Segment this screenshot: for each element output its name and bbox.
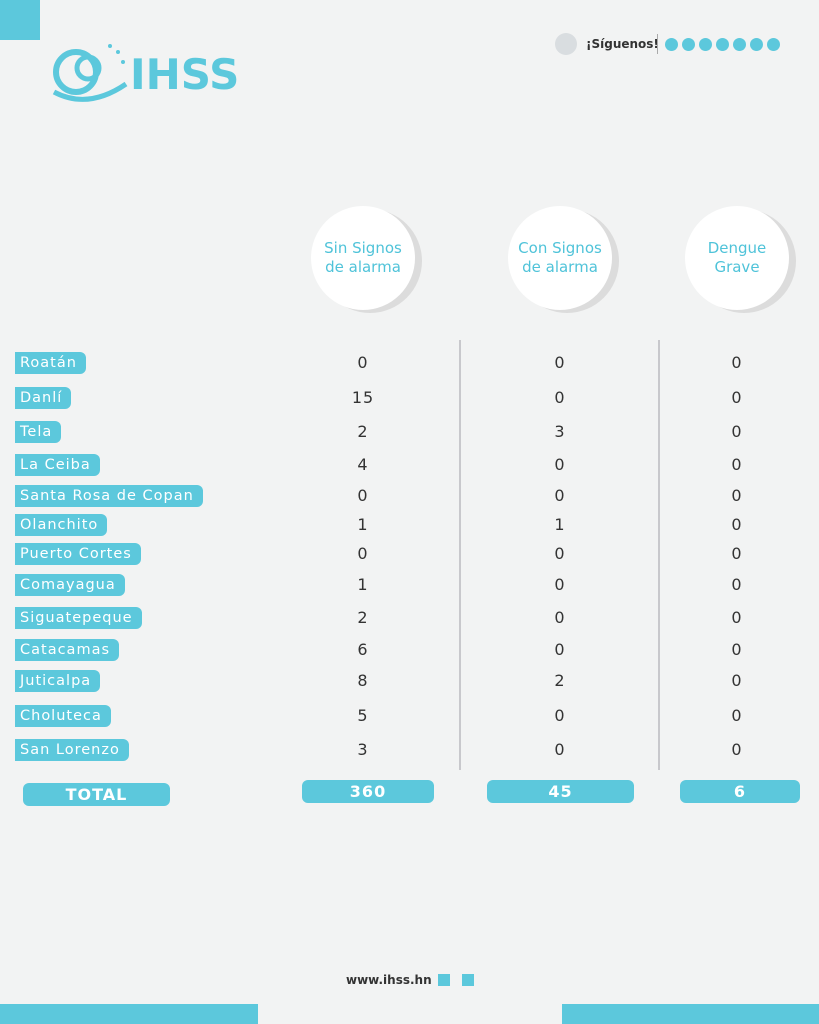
row-label: Catacamas — [15, 639, 120, 661]
cell-value: 15 — [351, 388, 375, 407]
cell-value: 0 — [731, 353, 743, 372]
cell-value: 0 — [731, 515, 743, 534]
corner-block — [0, 0, 40, 40]
cell-value: 0 — [731, 575, 743, 594]
cell-value: 0 — [731, 544, 743, 563]
divider — [657, 34, 658, 54]
row-label: Santa Rosa de Copan — [15, 485, 203, 507]
total-value: 6 — [680, 780, 800, 803]
row-label: Siguatepeque — [15, 607, 142, 629]
cell-value: 0 — [554, 455, 566, 474]
column-header: Sin Signos de alarma — [311, 206, 415, 310]
cell-value: 0 — [731, 706, 743, 725]
total-value: 45 — [487, 780, 634, 803]
cell-value: 1 — [357, 515, 369, 534]
cell-value: 6 — [357, 640, 369, 659]
cell-value: 2 — [357, 422, 369, 441]
cell-value: 0 — [731, 608, 743, 627]
logo-icon — [52, 44, 128, 102]
cell-value: 2 — [357, 608, 369, 627]
footer-square — [438, 974, 450, 986]
row-label: Danlí — [15, 387, 72, 409]
column-header: Con Signos de alarma — [508, 206, 612, 310]
social-icon[interactable] — [699, 38, 712, 51]
cell-value: 3 — [357, 740, 369, 759]
social-icon[interactable] — [750, 38, 763, 51]
footer-url[interactable]: www.ihss.hn — [346, 973, 432, 987]
cell-value: 2 — [554, 671, 566, 690]
row-label: La Ceiba — [15, 454, 100, 476]
row-label: Juticalpa — [15, 670, 101, 692]
total-value: 360 — [302, 780, 434, 803]
total-label: TOTAL — [23, 783, 170, 806]
cell-value: 8 — [357, 671, 369, 690]
row-label: San Lorenzo — [15, 739, 129, 761]
cell-value: 0 — [731, 671, 743, 690]
cell-value: 4 — [357, 455, 369, 474]
social-icon[interactable] — [716, 38, 729, 51]
social-icon[interactable] — [733, 38, 746, 51]
logo-text: IHSS — [130, 50, 240, 99]
column-divider — [459, 340, 461, 770]
cell-value: 0 — [731, 486, 743, 505]
cell-value: 0 — [731, 388, 743, 407]
footer-bar — [0, 1004, 258, 1024]
cell-value: 0 — [731, 640, 743, 659]
cell-value: 0 — [731, 422, 743, 441]
cell-value: 0 — [554, 640, 566, 659]
row-label: Puerto Cortes — [15, 543, 141, 565]
row-label: Tela — [15, 421, 62, 443]
cell-value: 0 — [554, 388, 566, 407]
cell-value: 0 — [731, 740, 743, 759]
footer-bar — [562, 1004, 819, 1024]
cell-value: 0 — [554, 486, 566, 505]
cell-value: 0 — [554, 353, 566, 372]
row-label: Choluteca — [15, 705, 111, 727]
footer-square — [462, 974, 474, 986]
column-header: Dengue Grave — [685, 206, 789, 310]
cell-value: 5 — [357, 706, 369, 725]
cell-value: 0 — [554, 544, 566, 563]
cell-value: 0 — [554, 575, 566, 594]
cell-value: 0 — [554, 706, 566, 725]
cell-value: 0 — [357, 353, 369, 372]
cell-value: 0 — [554, 740, 566, 759]
row-label: Roatán — [15, 352, 86, 374]
row-label: Comayagua — [15, 574, 125, 596]
cell-value: 1 — [554, 515, 566, 534]
cell-value: 0 — [731, 455, 743, 474]
row-label: Olanchito — [15, 514, 108, 536]
column-divider — [658, 340, 660, 770]
cell-value: 1 — [357, 575, 369, 594]
cell-value: 0 — [554, 608, 566, 627]
megaphone-icon — [555, 33, 577, 55]
cell-value: 0 — [357, 486, 369, 505]
follow-text: ¡Síguenos! — [586, 37, 659, 51]
social-icon[interactable] — [682, 38, 695, 51]
cell-value: 3 — [554, 422, 566, 441]
cell-value: 0 — [357, 544, 369, 563]
social-icon[interactable] — [665, 38, 678, 51]
social-icon[interactable] — [767, 38, 780, 51]
